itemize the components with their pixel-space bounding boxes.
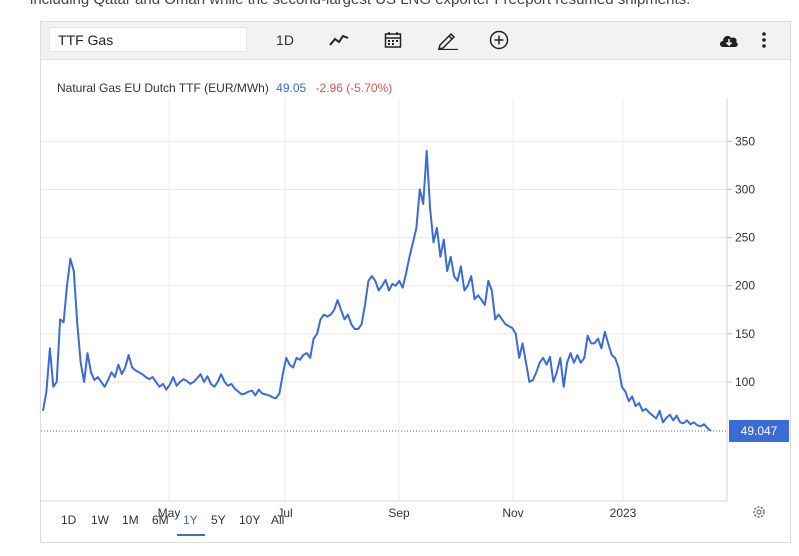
y-tick-label: 300 [735, 182, 755, 196]
add-circle-icon[interactable] [488, 29, 510, 51]
draw-pencil-icon[interactable] [436, 29, 460, 51]
active-range-indicator [177, 534, 205, 536]
x-tick-label: 2023 [610, 506, 637, 520]
symbol-search-input[interactable] [49, 27, 247, 52]
x-tick-label: May [158, 506, 181, 520]
range-button-all[interactable]: All [271, 513, 285, 527]
article-text-fragment: including Qatar and Oman while the secon… [30, 0, 690, 8]
chart-title: Natural Gas EU Dutch TTF (EUR/MWh) 49.05… [57, 81, 392, 95]
price-change: -2.96 (-5.70%) [315, 81, 393, 95]
last-price: 49.05 [276, 81, 307, 95]
last-price-badge-label: 49.047 [741, 424, 778, 438]
y-tick-label: 200 [735, 279, 755, 293]
range-button-1d[interactable]: 1D [61, 513, 77, 527]
x-tick-label: Nov [502, 506, 523, 520]
y-tick-label: 150 [735, 327, 755, 341]
time-range-bar: 1D 1W 1M 6M 1Y 5Y 10Y All [41, 506, 790, 540]
chart-area: Natural Gas EU Dutch TTF (EUR/MWh) 49.05… [41, 60, 790, 542]
range-button-6m[interactable]: 6M [152, 513, 169, 527]
more-vertical-icon[interactable] [757, 29, 771, 51]
y-tick-label: 350 [735, 134, 755, 148]
line-chart-icon[interactable] [328, 29, 350, 51]
price-series-line [42, 149, 712, 432]
range-button-1y[interactable]: 1Y [183, 513, 198, 527]
y-tick-label: 100 [735, 375, 755, 389]
last-price-badge [729, 419, 789, 442]
price-chart-svg[interactable]: 100 150 200 250 300 350 May Jul Sep Nov 2023 49.047 [41, 60, 790, 542]
x-tick-label: Sep [388, 506, 410, 520]
range-button-1w[interactable]: 1W [91, 513, 109, 527]
interval-button[interactable]: 1D [276, 32, 294, 48]
cloud-download-icon[interactable] [717, 29, 741, 51]
range-button-5y[interactable]: 5Y [211, 513, 226, 527]
y-tick-label: 250 [735, 231, 755, 245]
instrument-name: Natural Gas EU Dutch TTF (EUR/MWh) [57, 81, 269, 95]
chart-toolbar: 1D [41, 22, 790, 60]
settings-gear-icon[interactable] [753, 506, 765, 518]
calendar-icon[interactable] [382, 29, 404, 51]
x-tick-label: Jul [277, 506, 292, 520]
range-button-1m[interactable]: 1M [122, 513, 139, 527]
price-chart-widget: 1D Natural Gas EU Dutch TTF (EUR/MWh) 49… [40, 21, 791, 543]
range-button-10y[interactable]: 10Y [239, 513, 261, 527]
